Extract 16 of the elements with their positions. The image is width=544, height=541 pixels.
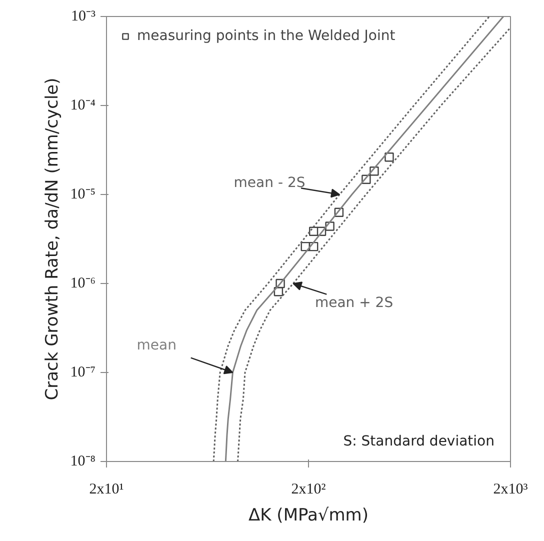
text: mean - 2S (234, 174, 306, 191)
y-tick-label: 10⁻⁸ (70, 454, 96, 470)
y-axis-title: Crack Growth Rate, da/dN (mm/cycle) (42, 78, 62, 400)
x-tick-label: 2x10³ (493, 482, 528, 498)
series-label: mean + 2S (314, 295, 394, 312)
y-tick-label: 10⁻⁴ (70, 98, 96, 114)
text: mean (136, 338, 176, 354)
x-axis-title: ΔK (MPa√mm) (248, 506, 368, 526)
y-tick-label: 10⁻⁷ (70, 364, 96, 380)
y-tick-label: 10⁻⁵ (70, 186, 96, 202)
legend-label: measuring points in the Welded Joint (137, 28, 396, 44)
y-tick-label: 10⁻⁶ (70, 276, 96, 292)
y-tick-label: 10⁻³ (71, 8, 96, 24)
x-tick-label: 2x10² (291, 482, 326, 498)
annotation: S: Standard deviation (343, 434, 494, 450)
x-tick-label: 2x10¹ (89, 482, 124, 498)
